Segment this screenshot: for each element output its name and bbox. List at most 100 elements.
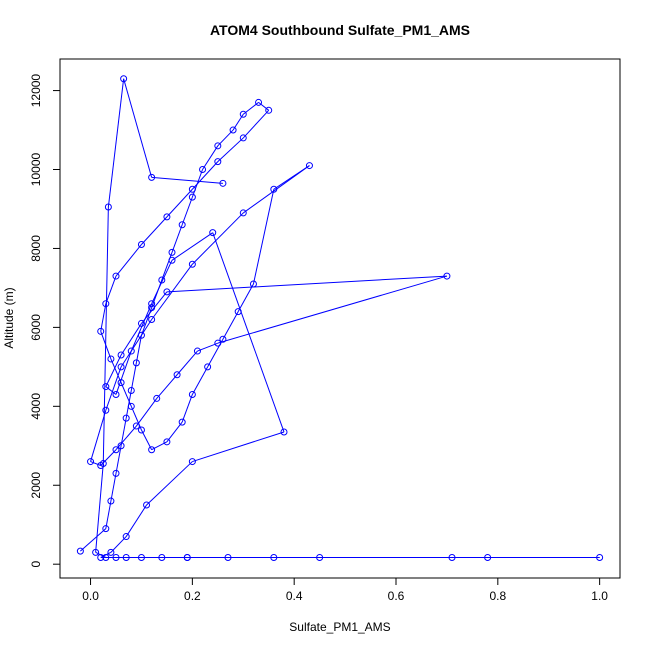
data-point	[137, 240, 145, 248]
series-segment	[237, 283, 254, 312]
data-point	[137, 319, 145, 327]
data-point	[87, 458, 95, 466]
y-tick-label: 6000	[29, 314, 43, 341]
series-segment	[115, 445, 122, 474]
data-point	[239, 134, 247, 142]
data-point	[104, 203, 112, 211]
data-point	[112, 390, 120, 398]
series-segment	[242, 109, 270, 139]
y-tick-label: 10000	[29, 153, 43, 187]
data-point	[148, 446, 156, 454]
data-point	[158, 553, 166, 561]
data-point	[255, 98, 263, 106]
series-segment	[202, 145, 219, 170]
series-segment	[105, 275, 117, 304]
data-point	[239, 110, 247, 118]
data-point	[132, 422, 140, 430]
data-point	[102, 406, 110, 414]
data-point	[122, 533, 130, 541]
series-segment	[120, 319, 153, 368]
series-segment	[90, 410, 107, 462]
data-point	[117, 363, 125, 371]
series-segment	[222, 311, 239, 340]
data-point	[168, 248, 176, 256]
series-lines	[80, 78, 600, 558]
data-point	[443, 272, 451, 280]
series-segment	[100, 303, 107, 332]
data-point	[214, 158, 222, 166]
series-segment	[90, 461, 101, 466]
y-tick-label: 2000	[29, 472, 43, 499]
data-point	[127, 347, 135, 355]
plot-area	[76, 75, 604, 561]
data-point	[127, 387, 135, 395]
data-point	[122, 414, 130, 422]
data-point	[484, 553, 492, 561]
x-tick-label: 0.2	[184, 589, 201, 603]
data-point	[234, 308, 242, 316]
data-point	[188, 458, 196, 466]
data-point	[219, 179, 227, 187]
series-segment	[141, 216, 168, 245]
data-point	[596, 553, 604, 561]
data-point	[305, 162, 313, 170]
data-point	[214, 142, 222, 150]
data-point	[137, 331, 145, 339]
data-point	[107, 355, 115, 363]
series-segment	[135, 398, 158, 427]
data-point	[102, 383, 110, 391]
series-segment	[151, 176, 223, 184]
data-point	[188, 390, 196, 398]
series-segment	[123, 78, 153, 178]
data-point	[448, 553, 456, 561]
data-point	[239, 209, 247, 217]
data-point	[112, 553, 120, 561]
series-segment	[115, 425, 137, 451]
data-point	[112, 272, 120, 280]
series-segment	[95, 463, 104, 553]
series-segment	[102, 206, 109, 464]
y-axis: 0 2000 4000 6000 8000 10000 12000	[29, 74, 61, 568]
data-point	[107, 548, 115, 556]
data-point	[127, 402, 135, 410]
data-point	[188, 193, 196, 201]
series-segment	[197, 342, 218, 352]
series-points	[76, 75, 604, 561]
x-tick-label: 0.8	[489, 589, 506, 603]
x-tick-label: 0.6	[388, 589, 405, 603]
data-point	[132, 359, 140, 367]
data-point	[183, 553, 191, 561]
data-point	[249, 280, 257, 288]
series-segment	[141, 429, 153, 450]
y-axis-label: Altitude (m)	[2, 287, 16, 348]
data-point	[219, 335, 227, 343]
series-segment	[80, 528, 107, 552]
data-point	[137, 426, 145, 434]
data-point	[270, 553, 278, 561]
series-segment	[176, 350, 198, 376]
data-point	[137, 553, 145, 561]
y-tick-label: 8000	[29, 235, 43, 262]
data-point	[148, 315, 156, 323]
data-point	[270, 185, 278, 193]
data-point	[316, 553, 324, 561]
data-point	[117, 379, 125, 387]
x-tick-label: 0.0	[82, 589, 99, 603]
series-segment	[166, 421, 183, 443]
data-point	[265, 106, 273, 114]
series-segment	[258, 102, 270, 111]
series-segment	[171, 224, 183, 253]
series-segment	[151, 260, 173, 304]
data-point	[158, 276, 166, 284]
series-segment	[192, 212, 244, 265]
series-segment	[217, 275, 448, 344]
series-segment	[217, 137, 244, 162]
series-segment	[110, 358, 122, 383]
data-point	[178, 418, 186, 426]
data-point	[143, 501, 151, 509]
data-point	[76, 547, 84, 555]
data-point	[92, 548, 100, 556]
series-segment	[191, 161, 219, 190]
data-point	[102, 525, 110, 533]
